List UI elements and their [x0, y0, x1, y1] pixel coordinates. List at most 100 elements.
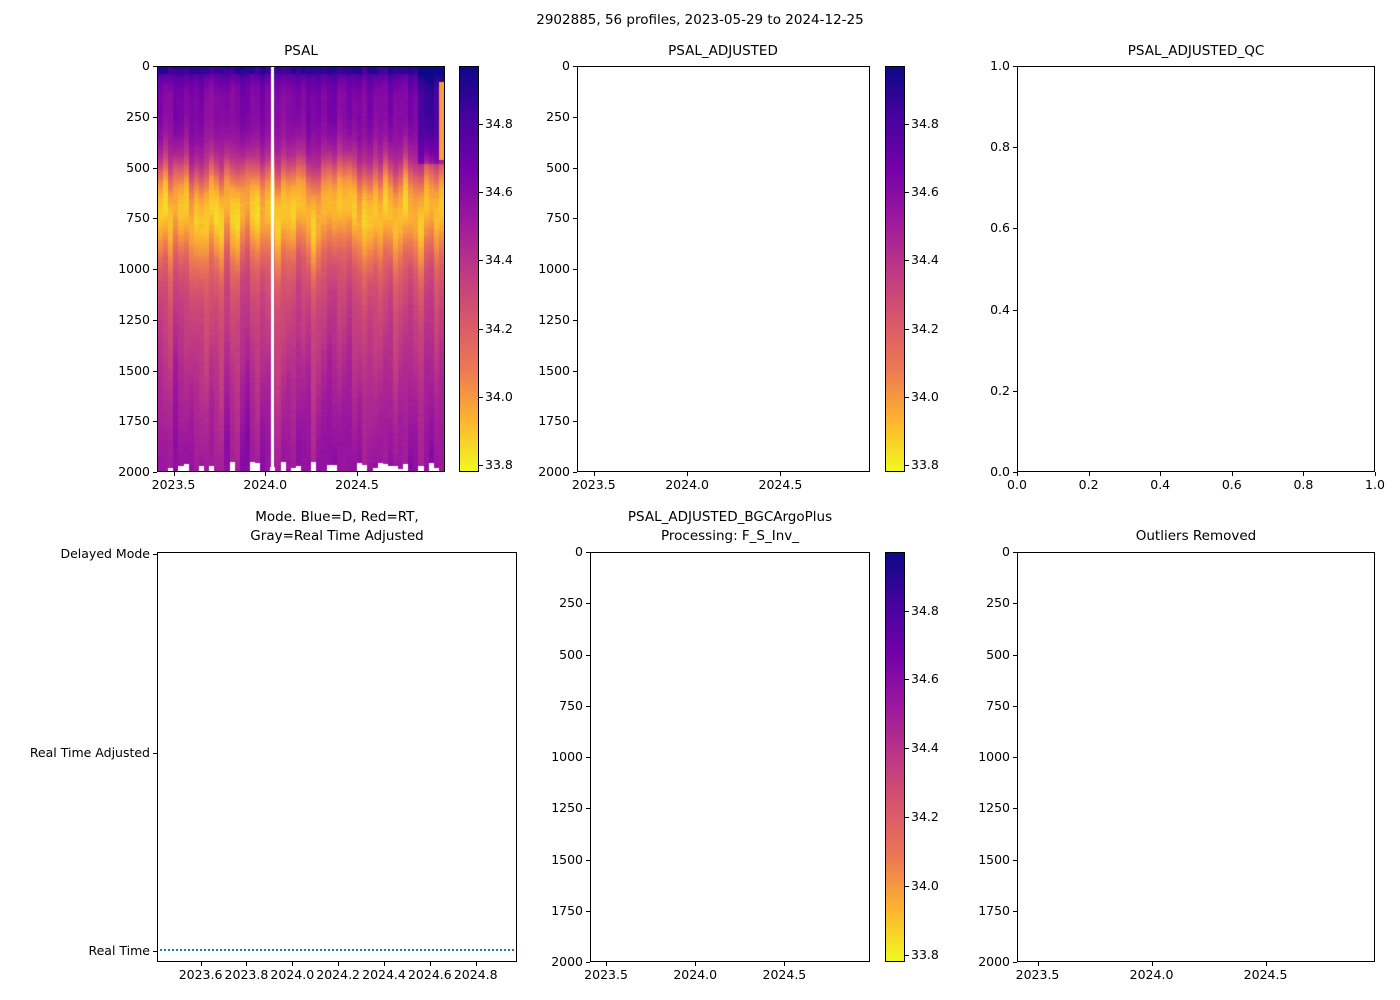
psal_adjusted_bgc-x-tickmark — [784, 962, 786, 966]
psal_adjusted_qc-y-tick: 0.8 — [990, 138, 1010, 154]
mode-y-tickmark — [153, 752, 157, 754]
psal_adjusted_bgc-cb-tick: 34.6 — [911, 671, 939, 687]
mode-x-tick: 2024.0 — [270, 967, 315, 982]
psal-x-tickmark — [265, 472, 267, 476]
psal_adjusted_bgc-y-tickmark — [586, 603, 590, 605]
outliers_removed-y-tickmark — [1013, 910, 1017, 912]
psal_adjusted_bgc-y-tick: 1250 — [551, 800, 583, 815]
psal-cb-tick: 34.4 — [485, 252, 513, 268]
psal_adjusted_qc-y-tick: 0.4 — [990, 301, 1010, 317]
psal_adjusted-y-tick: 500 — [546, 159, 570, 175]
psal_adjusted-cb-tickmark — [905, 465, 909, 467]
psal_adjusted_qc-x-tickmark — [1375, 472, 1376, 476]
psal_adjusted-y-tickmark — [573, 269, 577, 270]
psal_adjusted-x-tick: 2023.5 — [571, 477, 616, 492]
mode-x-tick: 2024.8 — [453, 967, 498, 982]
psal_adjusted_qc-y-tick: 0.2 — [990, 382, 1010, 398]
psal_adjusted_qc-x-tickmark — [1231, 472, 1233, 476]
outliers_removed-y-tick: 500 — [986, 646, 1010, 662]
psal-y-tickmark — [153, 421, 157, 423]
psal-adjusted-plot — [577, 66, 870, 472]
psal_adjusted-y-tick: 1750 — [538, 413, 570, 428]
psal-y-tick: 1250 — [118, 311, 150, 327]
psal_adjusted-cb-tickmark — [905, 396, 909, 398]
psal-adjusted-title: PSAL_ADJUSTED — [668, 43, 778, 59]
psal_adjusted_qc-y-tick: 0.0 — [990, 463, 1010, 479]
psal-x-tick: 2024.5 — [335, 477, 379, 492]
psal_adjusted-x-tickmark — [780, 472, 782, 476]
psal-cb-tick: 34.0 — [485, 388, 513, 404]
psal_adjusted_bgc-y-tickmark — [586, 552, 590, 553]
psal-y-tick: 1500 — [118, 362, 150, 378]
figure-title: 2902885, 56 profiles, 2023-05-29 to 2024… — [536, 12, 864, 28]
psal_adjusted-x-tickmark — [593, 472, 595, 476]
psal_adjusted-y-tick: 1500 — [538, 362, 570, 378]
psal_adjusted-cb-tick: 34.0 — [911, 388, 939, 404]
mode-plot — [157, 552, 517, 962]
psal_adjusted_bgc-y-tick: 750 — [559, 697, 583, 713]
psal_adjusted_bgc-y-tickmark — [586, 757, 590, 758]
psal_adjusted_bgc-cb-tickmark — [905, 748, 909, 750]
psal_adjusted_qc-x-tick: 0.4 — [1150, 477, 1171, 492]
psal_adjusted-cb-tick: 33.8 — [911, 456, 939, 472]
psal-y-tick: 250 — [126, 108, 150, 124]
psal_adjusted-y-tickmark — [573, 319, 577, 321]
mode-x-tick: 2024.4 — [362, 967, 406, 982]
psal_adjusted_qc-x-tick: 0.0 — [1007, 477, 1027, 492]
psal_adjusted-y-tick: 0 — [562, 57, 570, 73]
psal_adjusted_bgc-x-tick: 2024.5 — [762, 967, 807, 982]
mode-x-tickmark — [246, 962, 248, 966]
psal_adjusted_qc-y-tickmark — [1013, 147, 1017, 149]
mode-x-tickmark — [200, 962, 202, 966]
psal_adjusted-y-tickmark — [573, 66, 577, 67]
psal-colorbar — [459, 66, 479, 472]
psal_adjusted_bgc-y-tick: 1750 — [551, 902, 583, 918]
outliers_removed-y-tickmark — [1013, 603, 1017, 605]
psal_adjusted-cb-tick: 34.2 — [911, 320, 939, 336]
outliers_removed-x-tick: 2024.0 — [1129, 967, 1174, 982]
psal_adjusted_bgc-y-tickmark — [586, 962, 590, 963]
psal_adjusted_qc-y-tick: 0.6 — [990, 220, 1010, 236]
psal-y-tick: 1000 — [118, 260, 150, 276]
psal_adjusted_qc-x-tickmark — [1303, 472, 1305, 476]
psal_adjusted_bgc-x-tick: 2024.0 — [673, 967, 718, 982]
outliers-removed-plot — [1017, 552, 1375, 962]
psal-y-tickmark — [153, 319, 157, 321]
psal_adjusted_qc-x-tickmark — [1017, 472, 1018, 476]
psal_adjusted-y-tick: 250 — [546, 108, 570, 124]
psal_adjusted-cb-tickmark — [905, 328, 909, 330]
outliers_removed-y-tick: 1000 — [978, 748, 1010, 764]
psal_adjusted_qc-y-tickmark — [1013, 228, 1017, 230]
psal-cb-tickmark — [479, 465, 483, 467]
psal_adjusted_bgc-cb-tickmark — [905, 817, 909, 819]
psal_adjusted-y-tickmark — [573, 370, 577, 372]
psal-cb-tick: 34.2 — [485, 320, 513, 336]
psal-x-tickmark — [356, 472, 358, 476]
psal-y-tickmark — [153, 66, 157, 67]
psal_adjusted_bgc-cb-tick: 34.4 — [911, 740, 939, 756]
psal_adjusted_bgc-y-tickmark — [586, 808, 590, 810]
psal_adjusted-x-tick: 2024.0 — [665, 477, 709, 492]
outliers_removed-y-tick: 1500 — [978, 851, 1010, 867]
psal_adjusted_bgc-cb-tick: 34.2 — [911, 809, 939, 825]
mode-series-line — [160, 948, 514, 951]
psal_adjusted_qc-x-tick: 0.6 — [1221, 477, 1242, 492]
psal-adjusted-qc-plot — [1017, 66, 1375, 472]
mode-y-tick: Real Time Adjusted — [29, 744, 150, 760]
psal_adjusted_bgc-cb-tick: 33.8 — [911, 946, 939, 962]
psal-x-tick: 2023.5 — [151, 477, 196, 492]
psal_adjusted-cb-tickmark — [905, 124, 909, 125]
outliers_removed-y-tick: 1750 — [978, 902, 1010, 918]
psal_adjusted_bgc-y-tick: 1500 — [551, 851, 583, 867]
psal-y-tickmark — [153, 116, 157, 118]
psal_adjusted_bgc-cb-tick: 34.8 — [911, 602, 939, 618]
psal_adjusted-y-tick: 750 — [546, 210, 570, 225]
mode-x-tickmark — [429, 962, 431, 966]
psal-cb-tickmark — [479, 260, 483, 262]
psal_adjusted_qc-x-tick: 1.0 — [1365, 477, 1385, 492]
outliers_removed-y-tickmark — [1013, 654, 1017, 656]
mode-y-tickmark — [153, 950, 157, 952]
mode-y-tick: Real Time — [88, 942, 150, 958]
psal-cb-tickmark — [479, 124, 483, 125]
